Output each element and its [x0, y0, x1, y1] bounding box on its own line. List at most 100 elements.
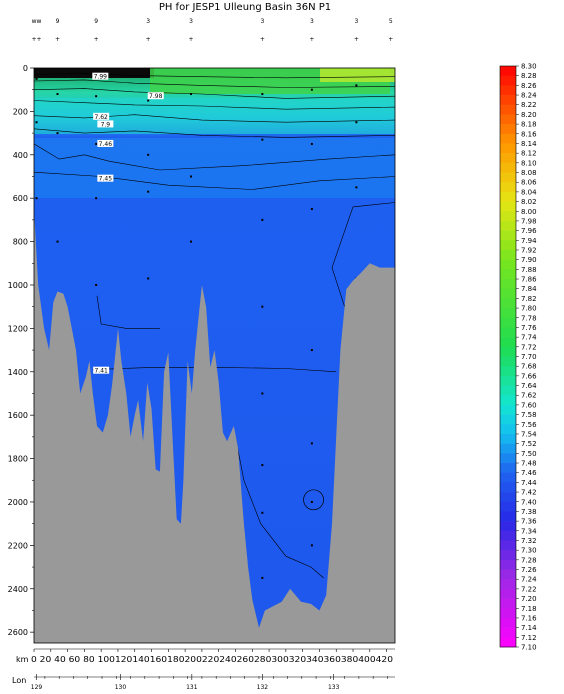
- colorbar-label: 8.08: [521, 169, 537, 177]
- contour-line: [34, 143, 395, 171]
- contour-label-bg: [97, 174, 114, 182]
- colorbar-swatch: [500, 501, 516, 512]
- sample-point: [189, 93, 192, 96]
- contour-label: 7.98: [149, 93, 163, 100]
- colorbar-label: 7.76: [521, 324, 537, 332]
- colorbar-swatch: [500, 124, 516, 135]
- colorbar-swatch: [500, 85, 516, 96]
- station-marker: ++: [31, 36, 41, 43]
- sample-point: [147, 99, 150, 102]
- contour-line: [96, 295, 160, 329]
- contour-label-bg: [93, 112, 110, 120]
- colorbar-label: 7.94: [521, 237, 537, 245]
- colorbar-label: 7.24: [521, 576, 537, 584]
- colorbar-label: 8.16: [521, 130, 537, 138]
- station-label: 3: [189, 18, 193, 25]
- station-axis: ww ++ 9 +9 +3 +3 +3 +3 +3 +5 +: [31, 18, 393, 43]
- x-axis-title: km: [16, 655, 29, 664]
- ph-section-plot: 7.99 7.98 7.627.9 7.46 7.45 7.41: [34, 68, 395, 643]
- colorbar-swatch: [500, 366, 516, 377]
- station-label: 3: [146, 18, 150, 25]
- colorbar-swatch: [500, 579, 516, 590]
- sample-point: [261, 576, 264, 579]
- colorbar-label: 8.12: [521, 150, 537, 158]
- colorbar-label: 7.58: [521, 411, 537, 419]
- contour-label-bg: [92, 72, 109, 80]
- colorbar-label: 8.30: [521, 63, 537, 71]
- sample-point: [310, 544, 313, 547]
- colorbar-label: 7.98: [521, 217, 537, 225]
- colorbar-label: 7.22: [521, 585, 537, 593]
- colorbar-label: 7.70: [521, 353, 537, 361]
- surface-yellowgreen-patch: [320, 68, 395, 82]
- colorbar-swatch: [500, 608, 516, 619]
- colorbar-swatch: [500, 269, 516, 280]
- sample-point: [355, 186, 358, 189]
- colorbar-swatch: [500, 182, 516, 193]
- lon-tick-label: 133: [328, 684, 340, 691]
- colorbar-label: 7.66: [521, 372, 537, 380]
- colorbar-label: 7.48: [521, 460, 537, 468]
- colorbar-label: 7.50: [521, 450, 537, 458]
- colorbar-label: 7.56: [521, 421, 537, 429]
- colorbar-swatch: [500, 617, 516, 628]
- colorbar-label: 7.84: [521, 285, 537, 293]
- sample-point: [35, 121, 38, 124]
- sample-point: [261, 392, 264, 395]
- colorbar-label: 7.72: [521, 343, 537, 351]
- colorbar-swatch: [500, 492, 516, 503]
- colorbar-swatch: [500, 511, 516, 522]
- colorbar-swatch: [500, 569, 516, 580]
- colorbar-swatch: [500, 463, 516, 473]
- colorbar-label: 8.14: [521, 140, 537, 148]
- x-tick-labels: 0 20 40 60 80 10012014016018020022024026…: [31, 655, 393, 664]
- station-label: ww: [32, 18, 42, 25]
- contour-label-group: 7.99 7.98 7.627.9 7.46 7.45 7.41: [92, 72, 164, 375]
- sample-point: [310, 349, 313, 352]
- colorbar-label: 8.06: [521, 179, 537, 187]
- colorbar-label: 8.00: [521, 208, 537, 216]
- x-axis: km 0 20 40 60 80 100120140160180200220240…: [16, 648, 395, 664]
- y-tick-label: 2400: [8, 585, 28, 594]
- contour-label: 7.45: [99, 176, 113, 183]
- contour-label-bg: [97, 139, 114, 147]
- colorbar-label: 8.22: [521, 101, 537, 109]
- colorbar-swatch: [500, 317, 516, 328]
- colorbar-label: 7.36: [521, 518, 537, 526]
- colorbar-label: 7.52: [521, 440, 537, 448]
- colorbar-swatch: [500, 395, 516, 406]
- colorbar-label: 7.62: [521, 392, 537, 400]
- sample-point: [95, 197, 98, 200]
- colorbar-label: 7.28: [521, 556, 537, 564]
- colorbar-swatch: [500, 521, 516, 532]
- colorbar-swatch: [500, 404, 516, 415]
- colorbar-swatch: [500, 588, 516, 599]
- colorbar-swatch: [500, 153, 516, 164]
- colorbar-swatch: [500, 540, 516, 551]
- colorbar-swatch: [500, 162, 516, 173]
- y-tick-label: 1400: [8, 368, 28, 377]
- station-marker: +: [146, 36, 151, 43]
- y-tick-label: 1000: [8, 281, 28, 290]
- sample-point: [147, 277, 150, 280]
- colorbar-swatch: [500, 433, 516, 444]
- sample-point: [355, 84, 358, 87]
- sample-point: [261, 138, 264, 141]
- colorbar-label: 7.12: [521, 634, 537, 642]
- contour-line: [34, 79, 395, 88]
- colorbar-swatch: [500, 75, 516, 86]
- colorbar-label: 8.04: [521, 188, 537, 196]
- sample-point: [310, 88, 313, 91]
- y-axis: 0 200 400 600 800 1000 1200 1400 1600 1800 2000 220…: [8, 64, 34, 637]
- lon-tick-label: 130: [115, 684, 127, 691]
- station-label: 3: [310, 18, 314, 25]
- colorbar-swatch: [500, 259, 516, 270]
- colorbar-label: 8.18: [521, 121, 537, 129]
- colorbar-swatch: [500, 133, 516, 144]
- colorbar-swatch: [500, 114, 516, 125]
- contour-label: 7.62: [94, 114, 108, 121]
- colorbar: 8.308.28 8.26 8.248.22 8.20 8.188.16 8.14 8.12…: [499, 63, 537, 652]
- colorbar-swatch: [500, 143, 516, 154]
- station-label: 3: [354, 18, 358, 25]
- colorbar-label: 8.02: [521, 198, 537, 206]
